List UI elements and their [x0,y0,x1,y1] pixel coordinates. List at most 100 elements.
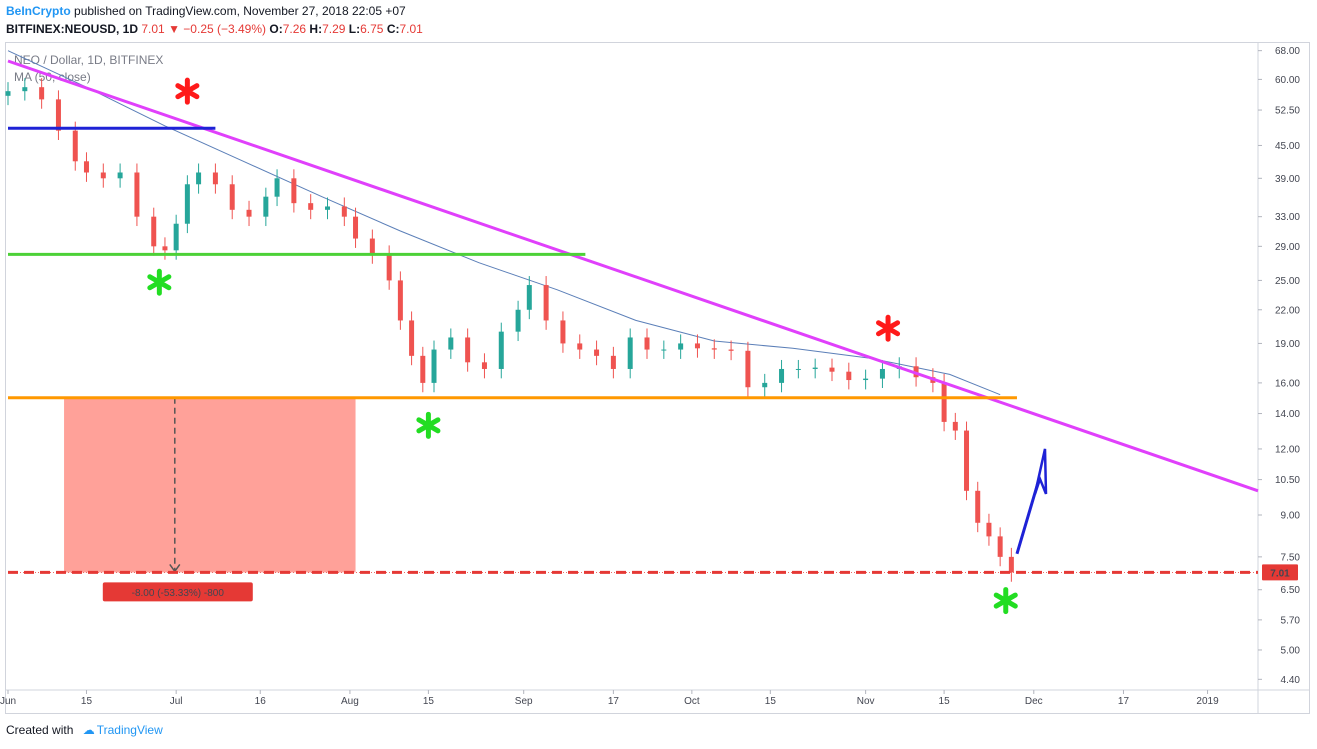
y-tick-label: 39.00 [1275,174,1300,185]
candle-body [22,87,28,92]
candle-body [212,172,218,185]
asterisk-marker-icon [876,314,901,342]
high-label: H: [309,22,323,36]
author-link[interactable]: BeInCrypto [6,4,71,18]
candle-body [291,178,297,204]
y-tick-label: 52.50 [1275,106,1300,117]
low-value: 6.75 [360,22,384,36]
y-tick-label: 45.00 [1275,141,1300,152]
candle-body [274,178,280,197]
measure-box [64,397,356,573]
current-price-tag [1262,564,1298,581]
last-price: 7.01 [141,22,165,36]
y-tick-label: 6.50 [1281,585,1301,596]
candle-body [762,382,768,388]
y-tick-label: 16.00 [1275,378,1300,389]
candle-body [39,87,45,100]
y-tick-label: 7.50 [1281,552,1301,563]
candle-body [397,280,403,321]
low-label: L: [348,22,361,36]
x-tick-label: Sep [515,696,533,707]
candle-body [694,343,700,349]
candle-body [997,536,1003,557]
candle-body [644,337,650,350]
candle-body [964,430,970,491]
asterisk-stroke [416,417,441,434]
resistance-trendline [7,59,1259,493]
measure-label-box [102,582,253,602]
asterisk-marker-icon [993,587,1018,615]
x-tick-label: 17 [1118,696,1130,707]
candle-body [100,172,106,179]
candle-body [515,309,521,332]
candle-body [151,216,157,247]
candle-body [448,337,454,350]
candle-body [134,172,140,217]
publish-header: BeInCrypto published on TradingView.com,… [6,4,406,18]
candle-body [409,320,415,356]
x-tick-label: 15 [423,696,435,707]
x-tick-label: Dec [1025,696,1043,707]
forecast-arrowhead-icon [1033,448,1048,495]
open-label: O: [269,22,283,36]
candle-body [229,184,235,210]
tradingview-brand[interactable]: TradingView [96,723,163,737]
candle-body [745,350,751,388]
candle-body [812,367,818,369]
candle-body [325,206,331,210]
candle-body [560,320,566,344]
x-tick-label: 15 [81,696,93,707]
candle-body [55,99,61,131]
candle-body [498,331,504,369]
y-tick-label: 4.40 [1281,675,1301,686]
candle-body [610,355,616,369]
candle-body [72,130,78,162]
tradingview-logo-icon[interactable]: ☁ [82,723,95,737]
candle-body [431,349,437,383]
candle-body [678,343,684,350]
y-tick-label: 33.00 [1275,212,1300,223]
published-text: published on TradingView.com, November 2… [74,4,406,18]
y-tick-label: 14.00 [1275,409,1300,420]
y-tick-label: 5.00 [1281,645,1301,656]
close-value: 7.01 [399,22,423,36]
candle-body [627,337,633,369]
candle-body [975,490,981,523]
legend-title: NEO / Dollar, 1D, BITFINEX [14,53,163,67]
candle-body [711,348,717,350]
x-tick-label: Nov [857,696,875,707]
y-tick-label: 22.00 [1275,305,1300,316]
y-tick-label: 60.00 [1275,75,1300,86]
high-value: 7.29 [322,22,346,36]
x-tick-label: Oct [684,696,700,707]
candle-body [986,522,992,537]
y-tick-label: 5.70 [1281,615,1301,626]
x-tick-label: Jun [0,696,16,707]
asterisk-stroke [147,274,172,291]
candle-body [308,203,314,210]
x-tick-label: 2019 [1196,696,1219,707]
candle-body [829,367,835,372]
x-tick-label: 16 [255,696,267,707]
candle-body [879,368,885,379]
candle-body [420,355,426,383]
y-tick-label: 25.00 [1275,276,1300,287]
y-tick-label: 9.00 [1281,511,1301,522]
y-tick-label: 12.00 [1275,444,1300,455]
candle-body [577,343,583,350]
candle-body [594,349,600,356]
asterisk-marker-icon [416,411,441,439]
candle-body [941,382,947,422]
candle-body [728,349,734,351]
candle-body [263,196,269,217]
candle-body [5,91,11,96]
measure-label: -8.00 (-53.33%) -800 [132,588,225,599]
y-tick-label: 10.50 [1275,475,1300,486]
down-triangle-icon: ▼ [168,22,180,36]
candle-body [795,368,801,370]
x-tick-label: Aug [341,696,359,707]
candle-body [353,216,359,239]
y-tick-label: 19.00 [1275,339,1300,350]
candle-body [779,368,785,383]
